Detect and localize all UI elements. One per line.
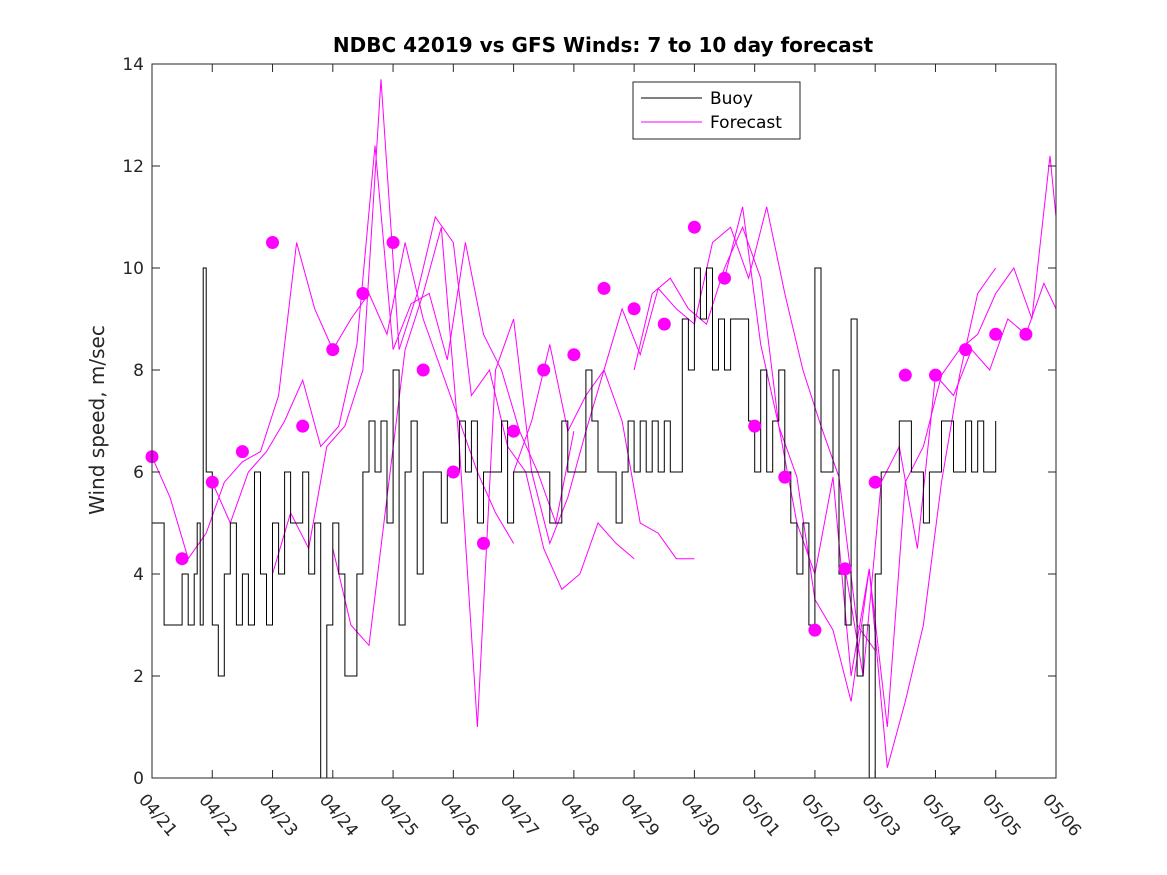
forecast-trace-line [272,79,635,591]
x-tick-label: 04/30 [677,790,724,840]
forecast-marker-point [507,424,521,438]
y-axis-label: Wind speed, m/sec [85,325,109,515]
x-tick-label: 04/22 [194,790,241,840]
forecast-marker-point [477,536,490,550]
forecast-marker-point [1019,327,1033,341]
x-tick-label: 04/24 [315,790,362,840]
y-tick-label: 4 [133,565,144,585]
forecast-marker-point [687,220,701,234]
forecast-marker-point [326,343,340,357]
forecast-marker-point [296,419,310,433]
y-tick-label: 12 [122,157,144,177]
x-tick-label: 05/01 [737,790,784,840]
forecast-marker-point [416,363,430,377]
x-tick-label: 04/23 [255,790,302,840]
forecast-marker-point [989,327,1003,341]
forecast-marker-point [627,302,641,316]
forecast-marker-point [175,552,189,566]
legend-forecast-label: Forecast [710,113,782,133]
forecast-marker-point [597,281,611,295]
y-tick-label: 6 [133,463,144,483]
x-tick-label: 04/21 [134,790,181,840]
x-tick-label: 04/28 [556,790,603,840]
y-tick-label: 8 [133,361,144,381]
forecast-marker-point [567,348,581,362]
forecast-marker-point [356,287,370,300]
forecast-marker-point [778,470,792,484]
legend: Buoy Forecast [632,81,801,140]
forecast-marker-point [657,317,671,331]
legend-box [632,81,801,140]
plot-frame [151,63,1057,779]
forecast-trace-line [724,155,1056,728]
forecast-marker-point [898,368,912,382]
x-tick-label: 05/06 [1038,790,1085,840]
forecast-marker-point [838,562,852,576]
x-tick-label: 04/26 [436,790,483,840]
y-axis: 0 2 4 6 8 10 12 14 [122,55,1056,789]
x-tick-label: 05/05 [978,790,1025,840]
x-tick-label: 05/02 [797,790,844,840]
forecast-marker-point [266,236,279,249]
forecast-marker-point [205,475,219,489]
forecast-marker-point [929,368,942,382]
x-axis: 04/21 04/22 04/23 04/24 04/25 04/26 04/27 04/28… [134,64,1085,841]
chart-title: NDBC 42019 vs GFS Winds: 7 to 10 day for… [333,33,874,57]
forecast-marker-point [808,623,822,637]
x-tick-label: 05/04 [918,790,965,840]
forecast-marker-point [748,419,762,433]
forecast-marker-point [537,363,551,377]
x-tick-label: 04/27 [496,790,543,840]
x-tick-label: 04/29 [616,790,663,840]
buoy-series-line [152,267,997,778]
forecast-marker-point [446,465,460,479]
y-tick-label: 14 [122,55,144,75]
y-tick-label: 0 [133,769,144,789]
forecast-trace-line [211,145,575,525]
forecast-marker-point [386,236,400,249]
x-tick-label: 05/03 [857,790,904,840]
legend-buoy-label: Buoy [710,89,753,109]
series-layer [152,79,1056,778]
forecast-marker-point [235,445,249,459]
forecast-marker-point [868,475,882,489]
forecast-marker-point [718,271,731,285]
forecast-marker-point [959,343,973,357]
y-tick-label: 2 [133,667,144,687]
y-tick-label: 10 [122,259,144,279]
marker-layer [145,220,1033,637]
x-tick-label: 04/25 [375,790,422,840]
